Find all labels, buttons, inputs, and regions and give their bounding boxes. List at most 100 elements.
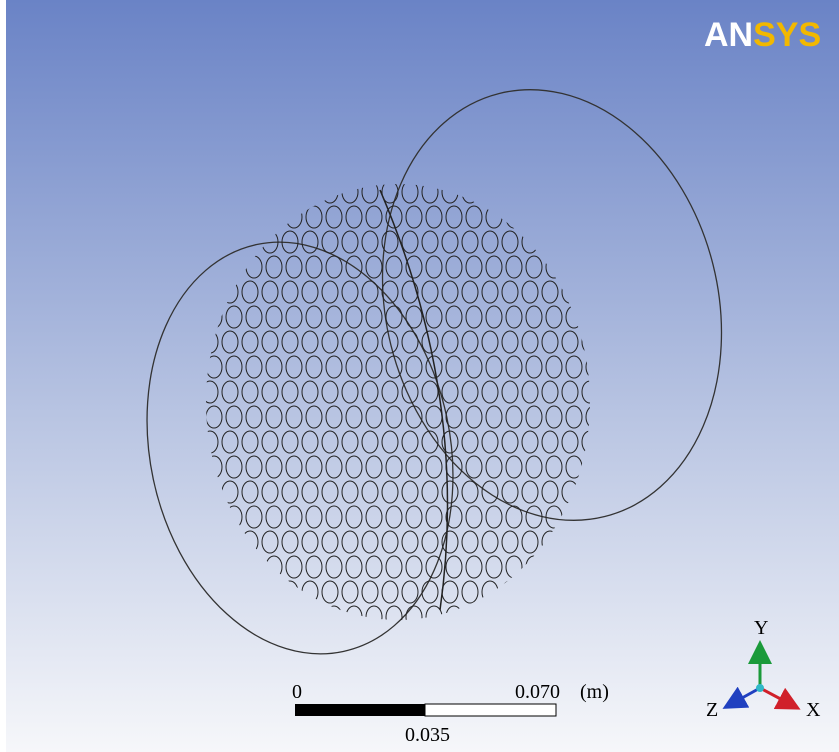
hole [341,330,359,354]
hole [241,430,259,454]
left-ring [146,241,454,655]
y-label: Y [754,617,768,639]
hole [445,405,463,429]
hole [301,280,319,304]
hole [325,555,343,579]
x-axis-arrow [759,686,801,710]
hole [425,555,443,579]
hole [541,380,559,404]
hole [281,430,299,454]
hole [545,355,563,379]
hole [281,380,299,404]
hole [521,330,539,354]
hole [221,330,239,354]
hole [401,530,419,554]
hole [321,430,339,454]
hole [421,184,439,204]
hole [541,430,559,454]
hole [241,280,259,304]
hole [341,280,359,304]
hole [525,405,543,429]
hole [285,405,303,429]
hole [425,455,443,479]
hole [261,530,279,554]
hole [505,455,523,479]
hole [501,330,519,354]
hole [385,205,403,229]
hole [421,280,439,304]
hole [465,455,483,479]
hole [505,255,523,279]
hole [485,305,503,329]
hole [465,405,483,429]
hole [401,480,419,504]
hole [225,305,243,329]
hole [206,380,219,404]
scale-unit: (m) [580,681,609,703]
hole [541,330,559,354]
hole [321,330,339,354]
hole [401,230,419,254]
origin [756,684,764,692]
hole [561,380,579,404]
hole [221,380,239,404]
hole [445,305,463,329]
hole [265,355,283,379]
hole [285,505,303,529]
hole [265,305,283,329]
hole [281,530,299,554]
hole [481,480,499,504]
hole [441,530,459,554]
hole [425,505,443,529]
hole [525,355,543,379]
hole [261,480,279,504]
hole [305,455,323,479]
hole [425,355,443,379]
hole [401,280,419,304]
hole [281,230,299,254]
hole [341,530,359,554]
hole [365,255,383,279]
hole [421,480,439,504]
logo: ANSYS [704,16,821,54]
hole [301,430,319,454]
hole [505,405,523,429]
hole [485,455,503,479]
hole [325,255,343,279]
hole [585,355,590,379]
hole [261,380,279,404]
z-label: Z [706,699,718,721]
scale-bar-white [424,703,557,717]
hole [461,430,479,454]
hole [261,280,279,304]
hole [461,280,479,304]
hole [405,205,423,229]
hole [345,555,363,579]
hole [525,255,543,279]
border [0,0,6,752]
hole [385,555,403,579]
hole [461,530,479,554]
hole [321,480,339,504]
hole [325,305,343,329]
hole [361,430,379,454]
hole [561,430,579,454]
hole [345,505,363,529]
hole [465,355,483,379]
hole [285,355,303,379]
hole [385,405,403,429]
hole [545,455,563,479]
hole [425,205,443,229]
hole [521,280,539,304]
hole [365,355,383,379]
hole [561,330,579,354]
hole [305,505,323,529]
hole [381,280,399,304]
hole [325,205,343,229]
hole [385,305,403,329]
hole [545,405,563,429]
seam [379,189,449,611]
hole [381,480,399,504]
hole [521,530,539,554]
